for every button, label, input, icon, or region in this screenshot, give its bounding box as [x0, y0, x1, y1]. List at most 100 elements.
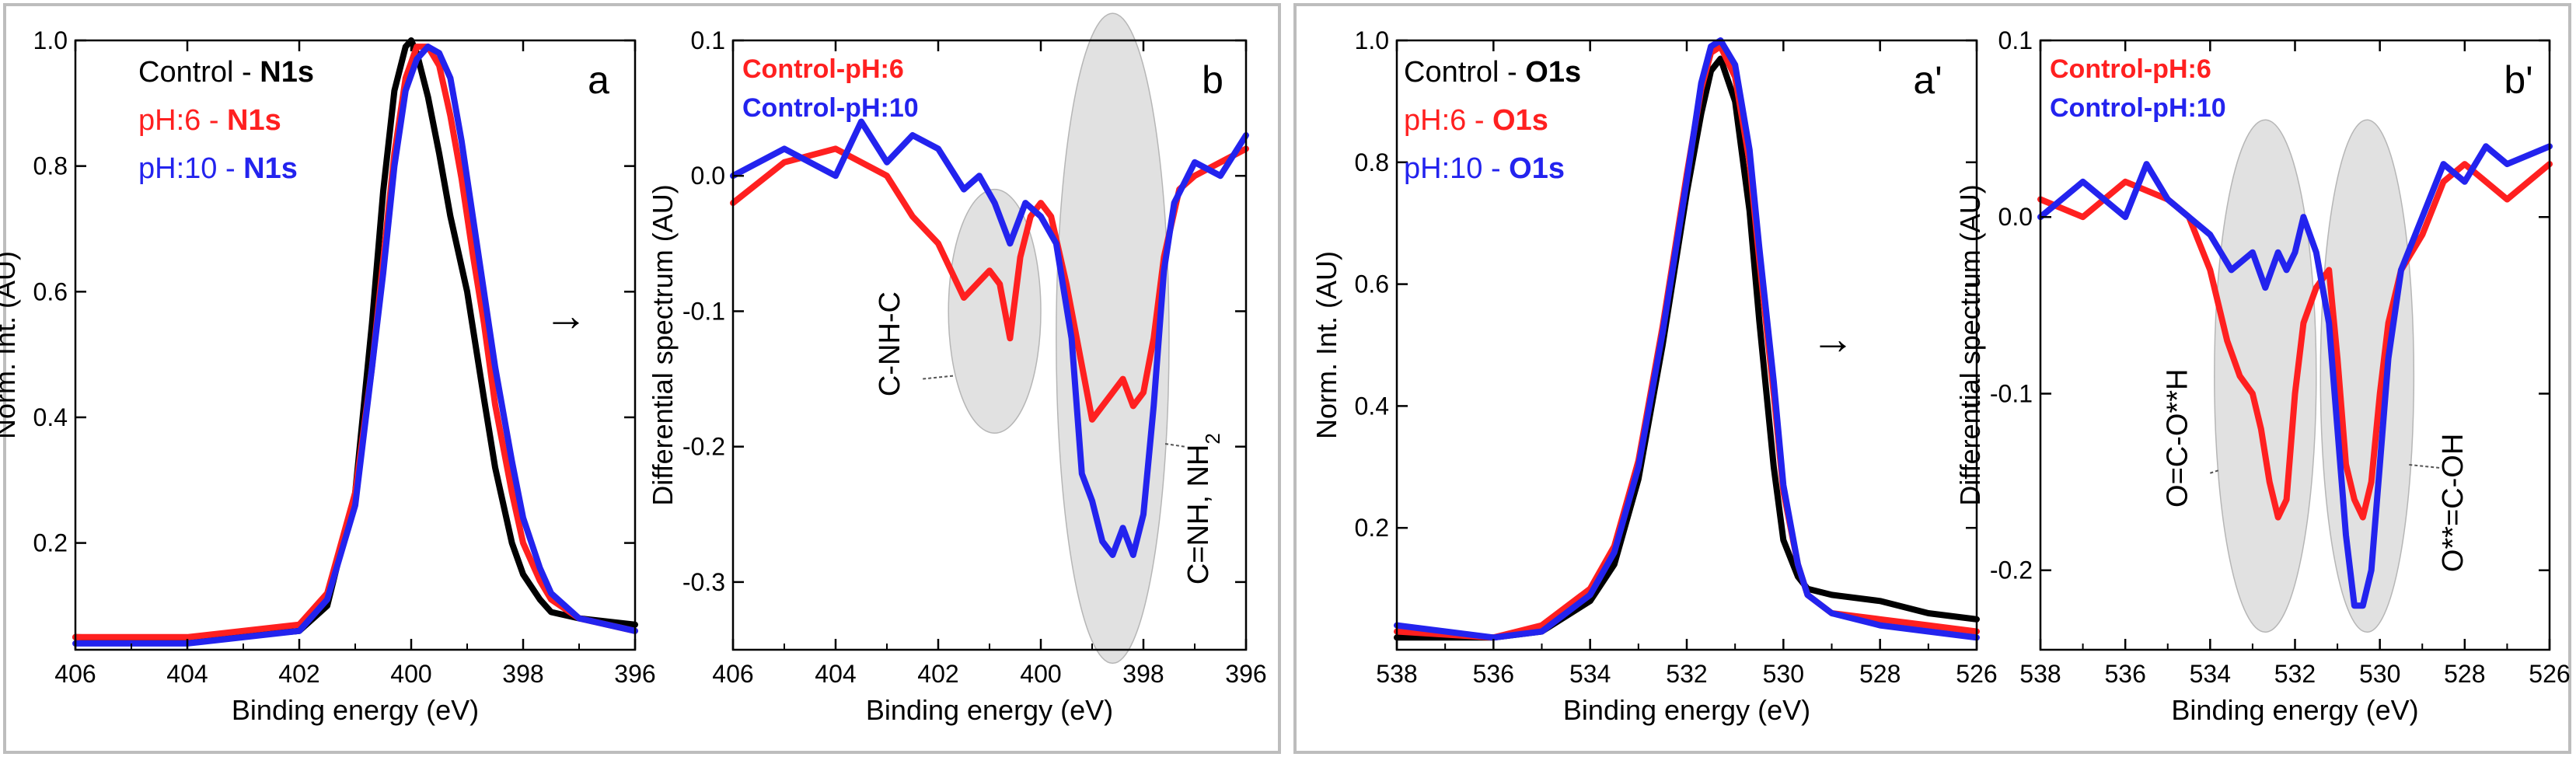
annotation-text: O**=C-OH [2437, 434, 2470, 572]
panel-label: b [1202, 58, 1223, 102]
legend-bold: N1s [243, 152, 298, 185]
annotation-text: C=NH, NH [1182, 445, 1215, 585]
y-tick-label: -0.2 [682, 433, 725, 461]
y-tick-label: 0.2 [33, 529, 68, 557]
x-tick-label: 400 [390, 660, 431, 688]
panel-label: a [588, 58, 609, 102]
x-tick-label: 528 [1859, 660, 1901, 688]
y-axis-label: Differential spectrum (AU) [1954, 184, 1986, 505]
x-tick-label: 534 [1569, 660, 1611, 688]
x-tick-label: 536 [2104, 660, 2145, 688]
x-tick-label: 402 [278, 660, 319, 688]
legend-prefix: pH:6 - [1404, 104, 1492, 137]
x-tick-label: 404 [815, 660, 856, 688]
annotation-ellipse [2214, 119, 2317, 633]
y-tick-label: 0.0 [691, 162, 725, 190]
series-line-2 [1394, 37, 1980, 641]
x-tick-label: 398 [1122, 660, 1164, 688]
annotation-ellipse [948, 188, 1042, 434]
panel-label: b' [2504, 58, 2532, 102]
legend-entry: Control - N1s [138, 56, 314, 89]
annotation-arrow [2210, 469, 2220, 474]
x-tick-label: 526 [2529, 660, 2570, 688]
left-panel-frame [3, 3, 1281, 754]
legend-prefix: Control - [138, 56, 260, 89]
y-tick-label: 1.0 [1355, 26, 1389, 54]
chart-a: 406 404 402 400 398 396 0.2 0.4 0.6 0.8 1.0 Binding… [0, 26, 656, 726]
legend-prefix: pH:6 - [138, 104, 227, 137]
panel-label: a' [1913, 58, 1942, 102]
x-tick-label: 530 [1763, 660, 1804, 688]
y-tick-label: 0.6 [33, 277, 68, 305]
y-tick-label: 1.0 [33, 26, 68, 54]
x-axis-label: Binding energy (eV) [1563, 694, 1810, 726]
legend-entry: Control-pH:6 [742, 54, 904, 84]
x-tick-label: 538 [2019, 660, 2061, 688]
x-tick-label: 536 [1473, 660, 1514, 688]
x-tick-label: 398 [502, 660, 543, 688]
y-tick-label: 0.4 [1355, 392, 1389, 420]
y-axis-label: Norm. Int. (AU) [1311, 251, 1342, 439]
arrow-note: → [544, 291, 588, 340]
y-tick-label: 0.1 [1998, 26, 2033, 54]
arrow-note: → [1811, 314, 1855, 363]
series-line-1 [730, 118, 1249, 558]
legend-entry: pH:10 - N1s [138, 152, 298, 185]
annotation-arrow [1163, 442, 1185, 448]
legend-entry: Control-pH:6 [2050, 54, 2211, 84]
x-tick-label: 532 [2274, 660, 2316, 688]
legend-entry: Control - O1s [1404, 56, 1581, 89]
x-tick-label: 528 [2444, 660, 2485, 688]
x-tick-label: 406 [712, 660, 753, 688]
annotation-label: C=NH, NH2 [1182, 433, 1224, 584]
chart-a-prime: 538 536 534 532 530 528 526 0.2 0.4 0.6 0.8 1.0 Bind… [1311, 26, 1998, 726]
annotation-label: O=C-O**H [2161, 369, 2194, 508]
y-tick-label: -0.3 [682, 568, 725, 596]
y-tick-label: 0.8 [33, 152, 68, 180]
legend-entry: pH:6 - O1s [1404, 104, 1548, 137]
annotation-ellipse [1056, 12, 1170, 665]
annotation-text: O=C-O**H [2161, 369, 2194, 508]
x-tick-label: 396 [614, 660, 655, 688]
x-tick-label: 406 [54, 660, 96, 688]
legend-entry: pH:6 - N1s [138, 104, 281, 137]
legend-bold: O1s [1492, 104, 1548, 137]
legend-entry: Control-pH:10 [2050, 93, 2226, 123]
annotation-subscript: 2 [1201, 433, 1224, 444]
series-line-0 [1394, 55, 1980, 641]
annotation-arrow [923, 375, 954, 380]
legend-prefix: Control - [1404, 56, 1525, 89]
chart-b-prime: 538 536 534 532 530 528 526 -0.2 -0.1 0.0 0.1 Bindi… [1954, 26, 2571, 726]
legend-bold: O1s [1509, 152, 1565, 185]
annotation-label: C-NH-C [874, 291, 906, 396]
y-axis-label: Differential spectrum (AU) [647, 184, 679, 505]
legend-prefix: pH:10 - [138, 152, 243, 185]
x-tick-label: 402 [917, 660, 958, 688]
legend-entry: Control-pH:10 [742, 93, 919, 123]
x-tick-label: 396 [1225, 660, 1266, 688]
legend-bold: N1s [260, 56, 314, 89]
legend-bold: N1s [227, 104, 281, 137]
legend-prefix: pH:10 - [1404, 152, 1509, 185]
legend-entry: pH:10 - O1s [1404, 152, 1565, 185]
y-tick-label: 0.4 [33, 403, 68, 431]
x-tick-label: 532 [1666, 660, 1707, 688]
x-axis-label: Binding energy (eV) [232, 694, 479, 726]
charts-group: 406 404 402 400 398 396 0.2 0.4 0.6 0.8 1.0 Binding… [0, 12, 2571, 726]
y-tick-label: -0.2 [1990, 556, 2033, 584]
chart-b: 406 404 402 400 398 396 -0.3 -0.2 -0.1 0.0 0.1 Bind… [647, 12, 1267, 726]
y-tick-label: 0.0 [1998, 203, 2033, 231]
x-tick-label: 526 [1956, 660, 1997, 688]
y-tick-label: -0.1 [1990, 379, 2033, 407]
right-panel-frame [1293, 3, 2571, 754]
y-tick-label: 0.8 [1355, 148, 1389, 176]
x-axis-label: Binding energy (eV) [866, 694, 1113, 726]
annotation-arrow [2409, 463, 2440, 469]
x-tick-label: 530 [2359, 660, 2400, 688]
annotation-label: O**=C-OH [2437, 434, 2470, 572]
y-tick-label: 0.2 [1355, 514, 1389, 542]
x-tick-label: 400 [1020, 660, 1061, 688]
y-axis-label: Norm. Int. (AU) [0, 251, 21, 439]
x-axis-label: Binding energy (eV) [2171, 694, 2418, 726]
